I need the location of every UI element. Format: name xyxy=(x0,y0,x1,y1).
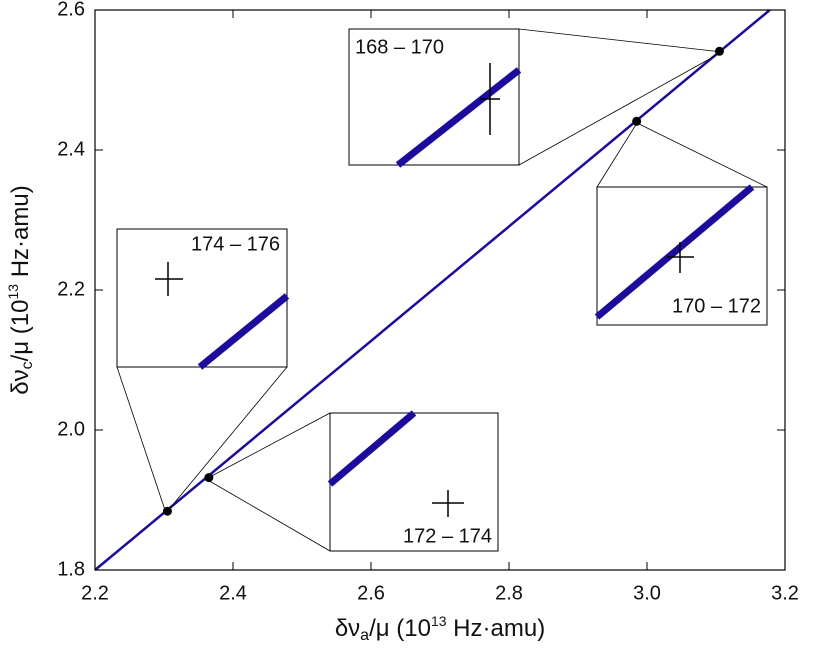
label-part: Hz·amu) xyxy=(447,615,546,642)
inset-fit xyxy=(594,184,755,320)
inset: 172 – 174 xyxy=(327,410,499,552)
callout xyxy=(205,478,331,552)
label-part: δν xyxy=(335,615,360,642)
inset: 170 – 172 xyxy=(594,184,768,326)
y-tick-label: 2.4 xyxy=(57,138,85,160)
inset-box xyxy=(596,186,768,326)
inset-fit xyxy=(197,293,290,370)
callout xyxy=(636,122,768,188)
label-part: 13 xyxy=(431,613,447,629)
inset: 168 – 170 xyxy=(348,28,522,168)
x-tick-label: 2.6 xyxy=(357,582,385,604)
inset-label: 168 – 170 xyxy=(355,36,444,58)
y-tick-label: 2.6 xyxy=(57,0,85,20)
inset: 174 – 176 xyxy=(116,228,290,370)
x-tick-label: 2.8 xyxy=(495,582,523,604)
y-axis-label: δνc/μ (1013 Hz·amu) xyxy=(5,185,37,394)
label-part: /μ (10 xyxy=(7,300,34,362)
inset-fit xyxy=(327,410,417,487)
data-point xyxy=(162,506,172,516)
callout xyxy=(165,366,288,514)
inset-box xyxy=(116,228,288,368)
callout xyxy=(205,412,331,480)
callout xyxy=(518,28,723,53)
data-point xyxy=(204,473,214,483)
inset-fit xyxy=(395,67,522,168)
y-tick-label: 2.0 xyxy=(57,418,85,440)
x-axis-label: δνa/μ (1013 Hz·amu) xyxy=(335,613,545,645)
x-tick-label: 2.4 xyxy=(219,582,247,604)
inset-label: 174 – 176 xyxy=(191,233,280,255)
y-tick-label: 1.8 xyxy=(57,558,85,580)
x-tick-label: 3.2 xyxy=(771,582,799,604)
x-tick-label: 2.2 xyxy=(81,582,109,604)
label-part: /μ (10 xyxy=(369,615,431,642)
data-point xyxy=(714,46,724,56)
label-part: 13 xyxy=(5,284,21,300)
y-tick-label: 2.2 xyxy=(57,278,85,300)
inset-label: 172 – 174 xyxy=(403,525,492,547)
label-part: a xyxy=(360,627,369,644)
data-point xyxy=(632,116,642,126)
label-part: Hz·amu) xyxy=(7,185,34,284)
x-tick-label: 3.0 xyxy=(633,582,661,604)
callout xyxy=(116,366,167,514)
callout xyxy=(596,122,638,188)
inset-box xyxy=(329,412,499,552)
label-part: c xyxy=(19,361,36,369)
label-part: δν xyxy=(7,369,34,394)
callout xyxy=(518,51,723,166)
points-layer xyxy=(162,46,724,516)
inset-label: 170 – 172 xyxy=(672,295,761,317)
